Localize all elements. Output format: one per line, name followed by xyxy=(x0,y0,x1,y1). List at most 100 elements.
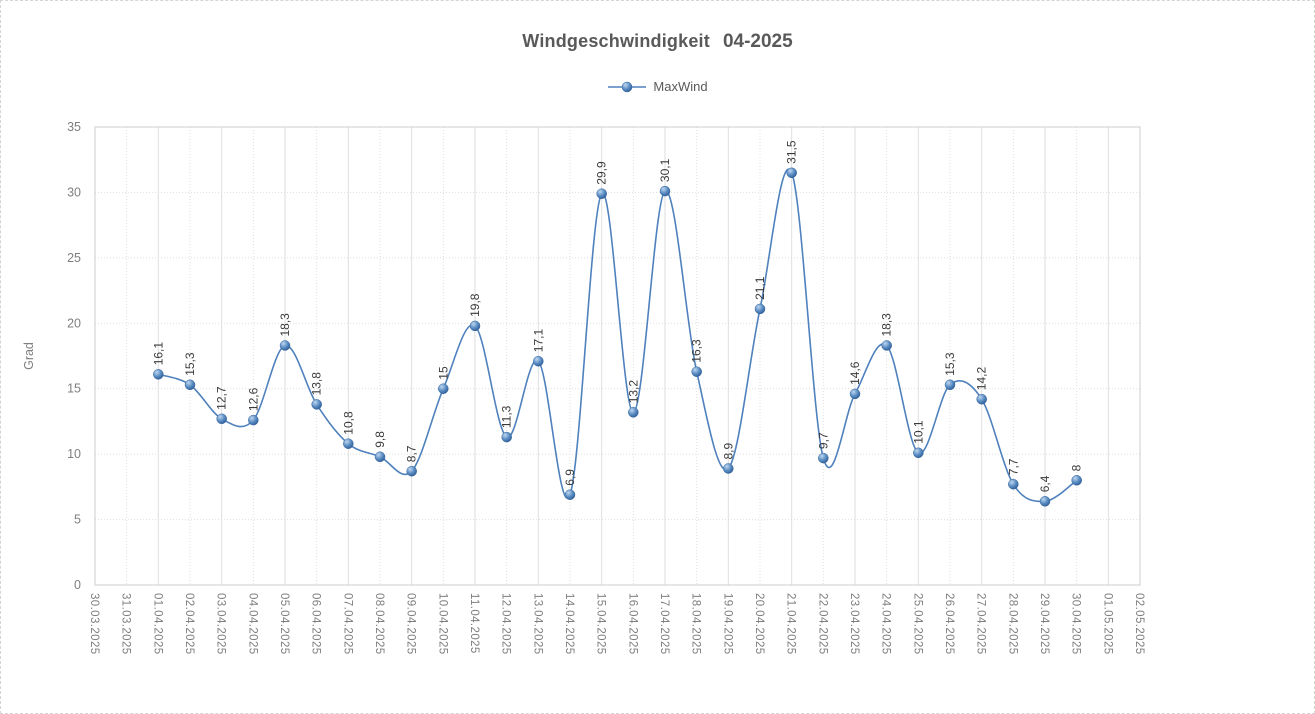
data-point-label: 8,7 xyxy=(405,445,419,462)
x-tick-label: 25.04.2025 xyxy=(911,593,923,655)
data-point-marker[interactable] xyxy=(786,167,797,179)
data-point-label: 11,3 xyxy=(500,405,514,428)
data-point-label: 12,7 xyxy=(215,386,229,410)
data-point-marker[interactable] xyxy=(691,366,702,377)
data-point-marker[interactable] xyxy=(184,379,196,391)
x-tick-label: 12.04.2025 xyxy=(500,593,512,655)
data-point-label: 10,8 xyxy=(341,411,355,435)
x-tick-label: 02.04.2025 xyxy=(183,593,195,655)
data-labels: 16,1 15,3 12,7 12,6 18,3 13,8 10,8 9,8 8,7 15 19,8… xyxy=(151,140,1083,492)
data-point-marker[interactable] xyxy=(469,320,481,332)
y-axis-title-text: Grad xyxy=(22,342,36,370)
plot-area[interactable] xyxy=(94,126,1141,586)
data-point-label: 8 xyxy=(1070,464,1084,471)
data-point-marker[interactable] xyxy=(628,407,639,418)
x-tick-label: 31.03.2025 xyxy=(120,593,132,655)
x-tick-label: 30.04.2025 xyxy=(1070,593,1082,655)
data-point-marker[interactable] xyxy=(723,463,734,474)
data-point-marker[interactable] xyxy=(533,355,544,367)
x-tick-label: 20.04.2025 xyxy=(753,593,765,655)
x-tick-label: 30.03.2025 xyxy=(88,593,100,655)
data-point-label: 12,6 xyxy=(246,387,260,411)
data-point-label: 14,2 xyxy=(975,367,989,391)
series-line[interactable] xyxy=(158,168,1078,503)
x-tick-label: 21.04.2025 xyxy=(785,593,797,655)
data-point-marker[interactable] xyxy=(501,431,512,443)
data-point-label: 16,3 xyxy=(690,339,704,363)
data-point-label: 6,9 xyxy=(563,469,577,486)
data-point-marker[interactable] xyxy=(564,489,576,500)
data-point-marker[interactable] xyxy=(849,388,861,400)
data-point-marker[interactable] xyxy=(279,340,291,351)
y-tick-label: 5 xyxy=(74,513,81,527)
legend-marker-icon xyxy=(608,81,647,92)
data-point-marker[interactable] xyxy=(913,447,924,459)
data-point-marker[interactable] xyxy=(1071,475,1082,486)
y-tick-label: 30 xyxy=(67,185,81,199)
data-point-marker[interactable] xyxy=(818,452,829,464)
data-point-label: 15 xyxy=(436,366,450,380)
data-point-label: 29,9 xyxy=(595,161,609,185)
data-point-marker[interactable] xyxy=(438,383,449,394)
data-point-marker[interactable] xyxy=(596,188,607,199)
x-tick-label: 14.04.2025 xyxy=(563,593,575,655)
chart-title-period: 04-2025 xyxy=(722,31,793,52)
x-tick-label: 01.05.2025 xyxy=(1101,593,1113,655)
data-point-marker[interactable] xyxy=(343,438,354,449)
x-tick-label: 03.04.2025 xyxy=(215,593,227,655)
x-tick-label: 27.04.2025 xyxy=(975,593,987,655)
data-point-label: 13,2 xyxy=(626,380,640,404)
x-tick-label: 19.04.2025 xyxy=(721,593,733,655)
data-point-label: 10,1 xyxy=(911,420,925,444)
y-tick-label: 25 xyxy=(67,251,81,265)
data-point-label: 6,4 xyxy=(1038,475,1052,492)
data-point-marker[interactable] xyxy=(216,413,227,425)
data-point-label: 13,8 xyxy=(310,372,324,396)
data-point-marker[interactable] xyxy=(754,303,766,315)
data-point-marker[interactable] xyxy=(406,465,417,477)
data-point-label: 30,1 xyxy=(658,158,672,182)
x-tick-label: 23.04.2025 xyxy=(848,593,860,655)
x-tick-label: 24.04.2025 xyxy=(880,593,892,655)
x-tick-label: 01.04.2025 xyxy=(151,593,163,655)
data-point-label: 31,5 xyxy=(785,140,799,164)
data-point-label: 15,3 xyxy=(183,352,197,376)
data-point-label: 16,1 xyxy=(151,342,165,366)
x-tick-label: 18.04.2025 xyxy=(690,593,702,655)
data-point-label: 9,8 xyxy=(373,431,387,448)
data-point-marker[interactable] xyxy=(248,414,259,426)
x-tick-label: 28.04.2025 xyxy=(1006,593,1018,655)
data-point-marker[interactable] xyxy=(153,369,164,380)
x-tick-label: 09.04.2025 xyxy=(405,593,417,655)
chart-title-text: Windgeschwindigkeit xyxy=(522,31,710,51)
data-point-marker[interactable] xyxy=(374,451,386,463)
y-tick-label: 35 xyxy=(67,120,81,134)
data-point-marker[interactable] xyxy=(1008,478,1019,490)
data-point-marker[interactable] xyxy=(1039,496,1051,507)
x-tick-label: 17.04.2025 xyxy=(658,593,670,655)
gridlines xyxy=(95,126,1141,585)
data-point-marker[interactable] xyxy=(976,393,987,405)
x-tick-label: 11.04.2025 xyxy=(468,593,480,654)
x-tick-label: 26.04.2025 xyxy=(943,593,955,655)
x-tick-label: 13.04.2025 xyxy=(531,593,543,655)
chart-legend[interactable]: MaxWind xyxy=(1,79,1314,94)
data-point-marker[interactable] xyxy=(659,185,671,197)
y-tick-label: 20 xyxy=(67,316,81,330)
data-point-marker[interactable] xyxy=(881,340,892,351)
data-point-label: 18,3 xyxy=(278,313,292,337)
data-point-label: 19,8 xyxy=(468,293,482,317)
chart-title[interactable]: Windgeschwindigkeit 04-2025 xyxy=(1,31,1314,53)
data-point-marker[interactable] xyxy=(944,379,956,391)
x-tick-label: 10.04.2025 xyxy=(436,593,448,655)
data-point-label: 8,9 xyxy=(721,442,735,459)
data-point-label: 14,6 xyxy=(848,361,862,385)
x-tick-label: 02.05.2025 xyxy=(1133,593,1145,655)
x-tick-label: 15.04.2025 xyxy=(595,593,607,655)
y-axis-title: Grad xyxy=(22,342,36,370)
data-point-marker[interactable] xyxy=(311,399,322,410)
x-tick-label: 08.04.2025 xyxy=(373,593,385,655)
y-tick-label: 0 xyxy=(74,578,81,592)
legend-entry-maxwind: MaxWind xyxy=(653,79,708,94)
